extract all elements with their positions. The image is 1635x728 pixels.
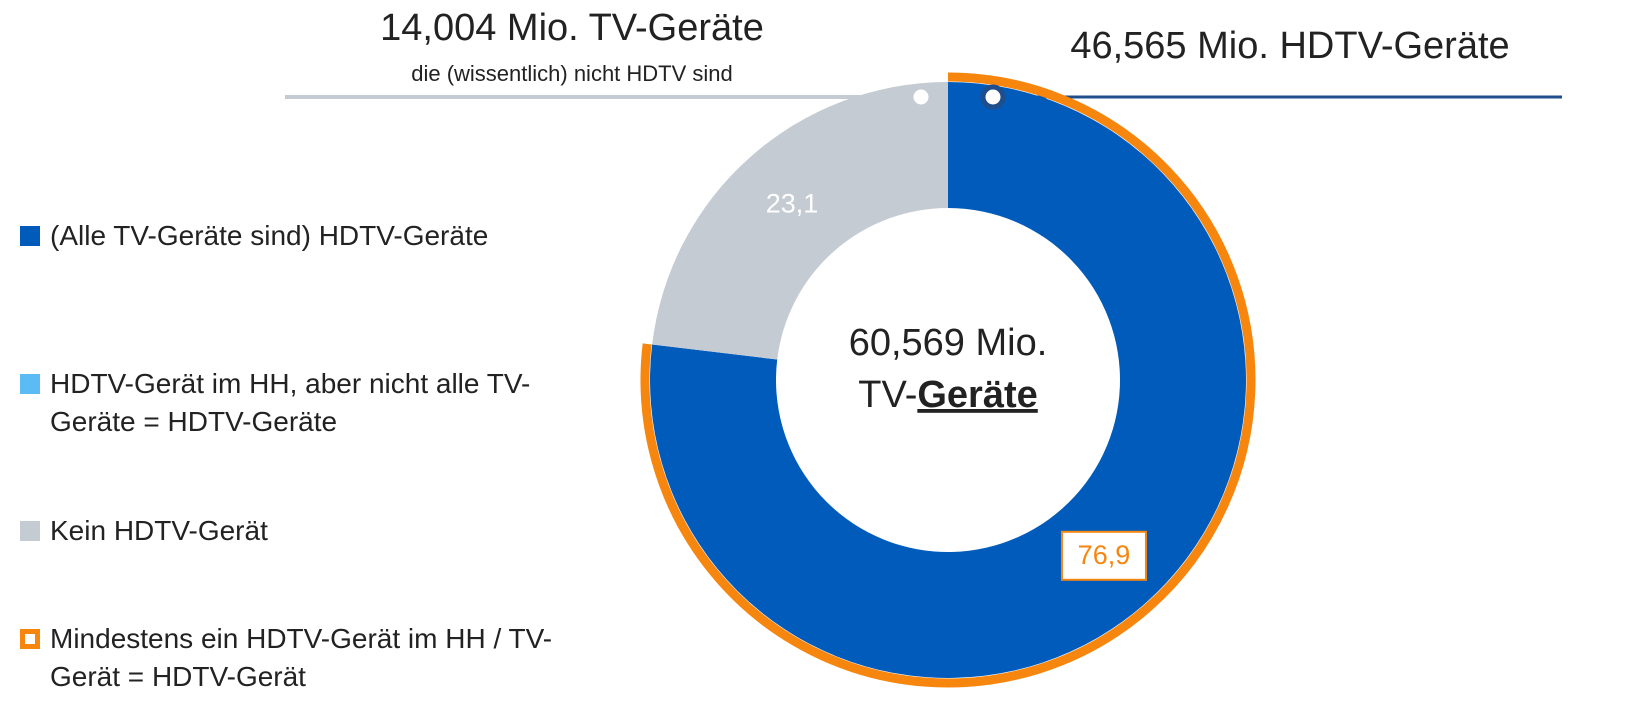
value-label: 23,1 bbox=[766, 188, 819, 218]
slices bbox=[640, 72, 1256, 688]
legend-swatch bbox=[20, 226, 40, 246]
outline-arc bbox=[640, 72, 1256, 688]
leader-dot bbox=[980, 84, 1006, 110]
legend-label: (Alle TV-Geräte sind) HDTV-Geräte bbox=[50, 220, 489, 251]
center-label-emphasis: Geräte bbox=[917, 374, 1037, 416]
leader-dot bbox=[908, 84, 934, 110]
slice bbox=[652, 82, 948, 360]
legend-label: HDTV-Gerät im HH, aber nicht alle TV-Ger… bbox=[50, 368, 531, 437]
annotation: 14,004 Mio. TV-Geräte bbox=[380, 7, 764, 49]
legend-swatch bbox=[20, 521, 40, 541]
center-label-part: TV- bbox=[858, 374, 917, 416]
legend-item: HDTV-Gerät im HH, aber nicht alle TV-Ger… bbox=[20, 365, 580, 441]
slice bbox=[649, 82, 1247, 679]
legend-item: Kein HDTV-Gerät bbox=[20, 512, 580, 550]
value-label-box bbox=[1060, 530, 1147, 581]
legend-swatch bbox=[20, 629, 40, 649]
annotation: die (wissentlich) nicht HDTV sind bbox=[411, 61, 733, 86]
legend-swatch bbox=[20, 374, 40, 394]
annotation: 46,565 Mio. HDTV-Geräte bbox=[1070, 25, 1509, 67]
value-label: 76,9 bbox=[1078, 540, 1131, 570]
center-label: 60,569 Mio. bbox=[849, 322, 1048, 364]
legend-label: Mindestens ein HDTV-Gerät im HH / TV-Ger… bbox=[50, 623, 553, 692]
legend-label: Kein HDTV-Gerät bbox=[50, 515, 268, 546]
center-label: TV-Geräte bbox=[858, 374, 1038, 416]
legend-item: Mindestens ein HDTV-Gerät im HH / TV-Ger… bbox=[20, 620, 580, 696]
legend-item: (Alle TV-Geräte sind) HDTV-Geräte bbox=[20, 217, 580, 255]
